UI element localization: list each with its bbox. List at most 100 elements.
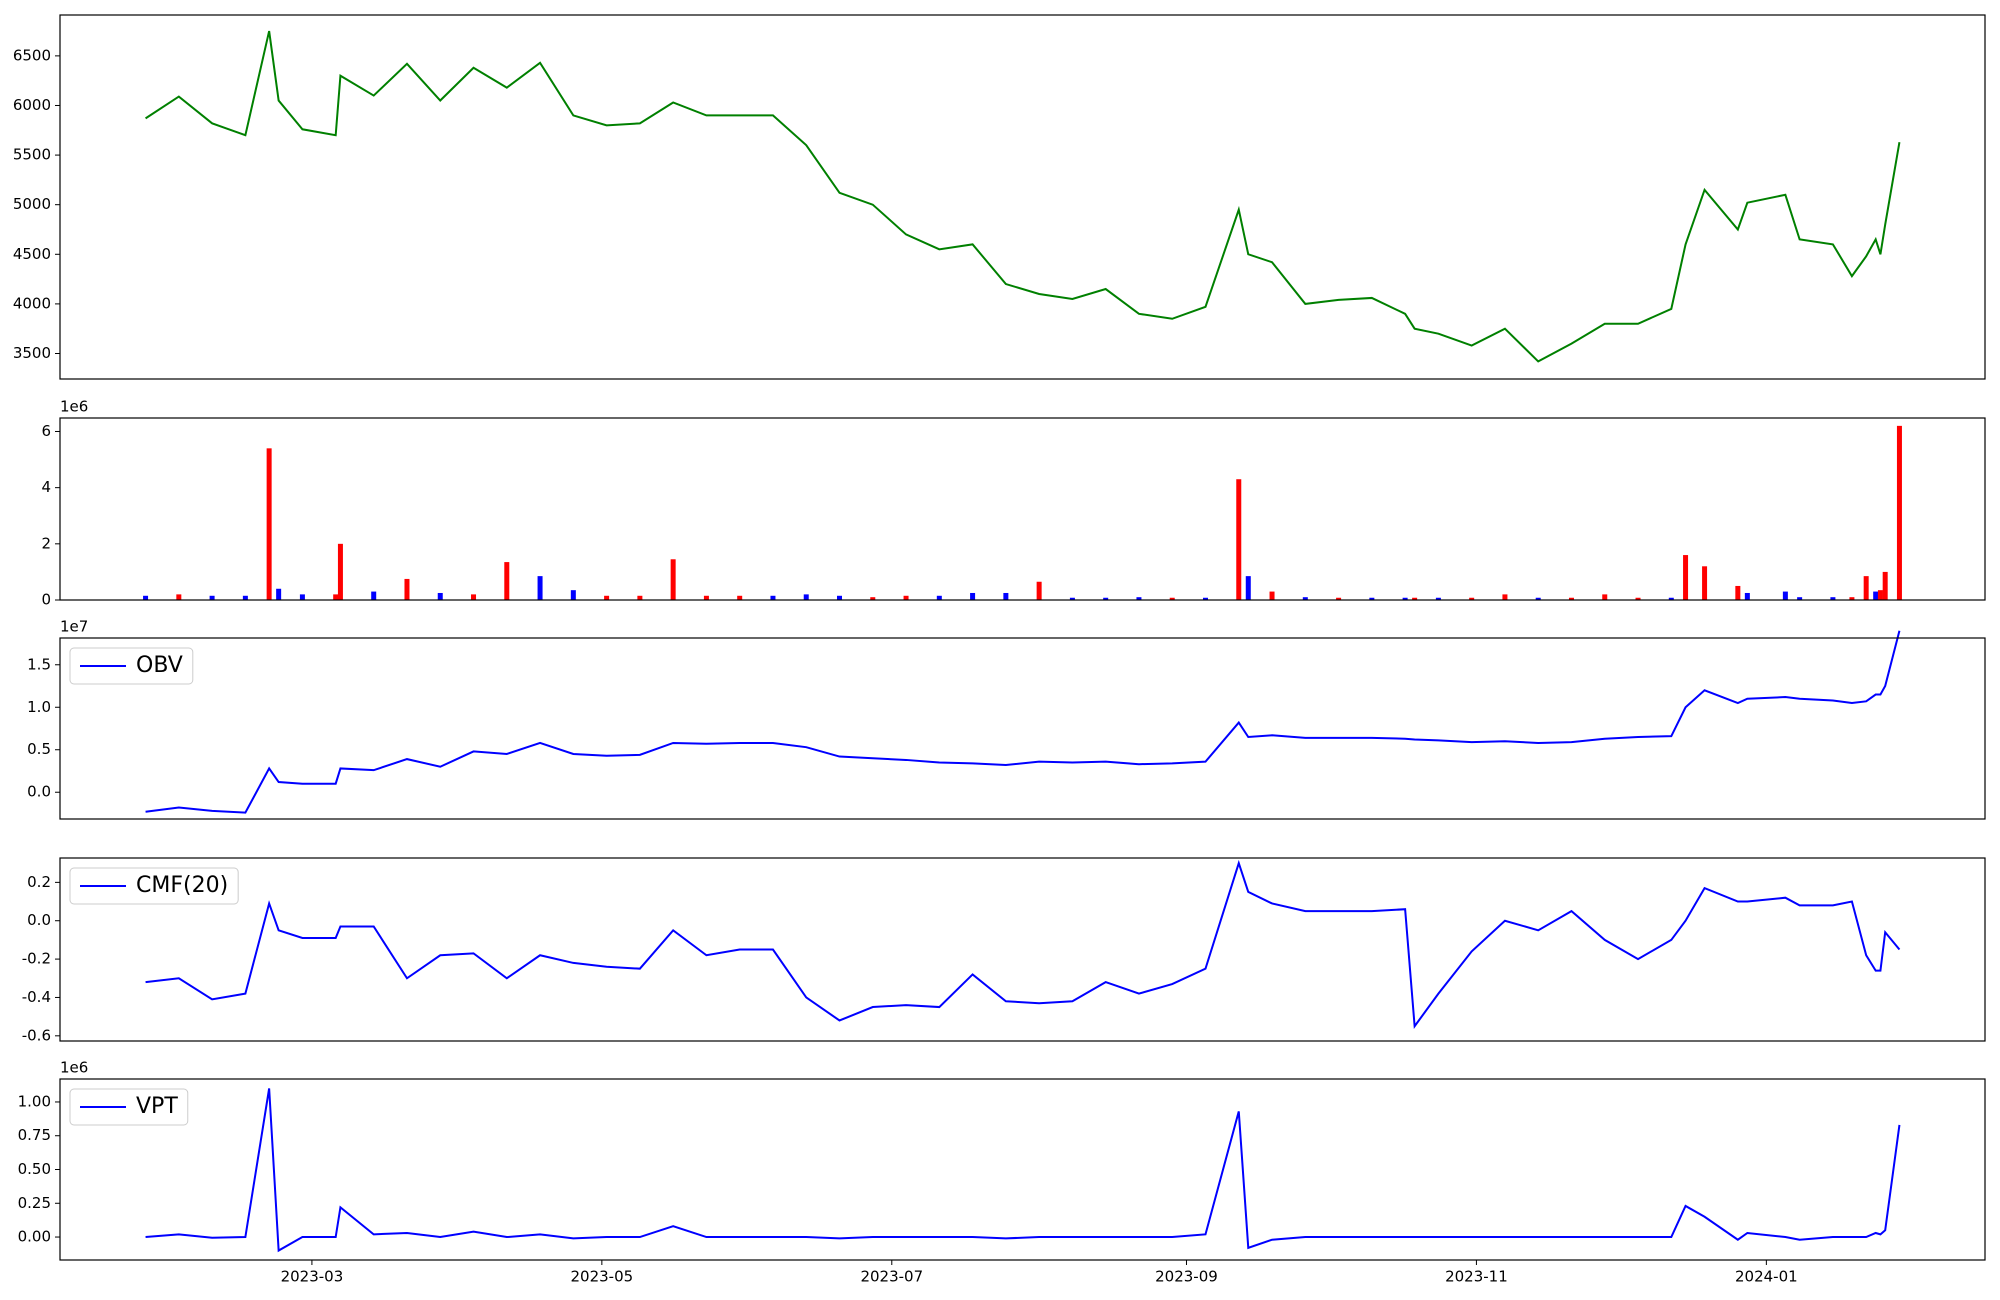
y-tick-label: 4 <box>41 478 51 496</box>
y-tick-label: 1.00 <box>18 1092 51 1110</box>
volume-bar <box>1782 591 1788 600</box>
y-tick-label: 6500 <box>13 46 51 64</box>
volume-bar <box>1882 571 1888 600</box>
axes-frame <box>59 417 1986 601</box>
axes-frame <box>59 637 1986 820</box>
volume-bar <box>1069 597 1075 600</box>
legend-box <box>69 647 194 685</box>
legend-label: VPT <box>136 1094 178 1119</box>
volume-bar <box>1336 597 1342 600</box>
y-tick-label: -0.6 <box>22 1026 51 1044</box>
volume-bar <box>870 597 876 600</box>
volume-bar <box>1402 597 1408 600</box>
y-tick-label: 0.5 <box>27 740 51 758</box>
volume-bar <box>703 595 709 600</box>
y-tick-label: 0.0 <box>27 783 51 801</box>
offset-label: 1e7 <box>60 618 88 636</box>
panel: -0.6 -0.4 -0.2 0.0 0.2 CMF(20) <box>22 857 1986 1044</box>
panel: 0.0 0.5 1.0 1.5 1e7 OBV <box>27 618 1986 820</box>
volume-bar <box>242 595 248 600</box>
y-tick-label: 1.0 <box>27 698 51 716</box>
volume-bar <box>670 559 676 600</box>
volume-bar <box>266 448 272 600</box>
offset-label: 1e6 <box>60 1059 88 1077</box>
volume-bar <box>1535 597 1541 600</box>
volume-bar <box>1797 597 1803 600</box>
y-tick-label: 3500 <box>13 344 51 362</box>
y-tick-label: 2 <box>41 534 51 552</box>
y-tick-label: 4000 <box>13 294 51 312</box>
volume-bar <box>504 562 510 600</box>
legend: OBV <box>69 647 194 685</box>
volume-bar <box>1302 597 1308 600</box>
volume-bar <box>1877 590 1883 600</box>
axes-frame <box>59 14 1986 380</box>
volume-bar <box>570 590 576 600</box>
series-line <box>145 1088 1901 1253</box>
panel: 3500 4000 4500 5000 5500 6000 6500 <box>13 14 1986 380</box>
volume-bar <box>1896 425 1902 600</box>
series-line <box>145 859 1901 1029</box>
volume-bar <box>1169 597 1175 600</box>
volume-bar <box>471 594 477 600</box>
x-tick-label: 2023-09 <box>1155 1268 1218 1286</box>
volume-bar <box>1635 597 1641 600</box>
volume-bar <box>803 594 809 600</box>
y-tick-label: 5500 <box>13 146 51 164</box>
offset-label: 1e6 <box>60 398 88 416</box>
x-tick-label: 2023-07 <box>860 1268 923 1286</box>
volume-bar <box>1003 592 1009 600</box>
volume-bar <box>1469 597 1475 600</box>
x-tick-label: 2023-03 <box>281 1268 344 1286</box>
y-tick-label: 0.2 <box>27 873 51 891</box>
legend-label: CMF(20) <box>136 873 228 898</box>
x-tick-label: 2023-05 <box>571 1268 634 1286</box>
legend-label: OBV <box>136 653 183 678</box>
volume-bar <box>299 594 305 600</box>
x-tick-label: 2024-01 <box>1735 1268 1798 1286</box>
volume-bar <box>1435 597 1441 600</box>
volume-bar <box>1849 597 1855 600</box>
volume-bar <box>143 595 149 600</box>
volume-bar <box>176 594 182 600</box>
panel: 0.00 0.25 0.50 0.75 1.00 2023-03 2023-05 2023-0… <box>18 1059 1986 1286</box>
volume-bar <box>970 592 976 600</box>
volume-bar <box>209 595 215 600</box>
legend-box <box>69 867 239 905</box>
y-tick-label: 0 <box>41 591 51 609</box>
volume-bar <box>1412 597 1418 600</box>
volume-bar <box>737 595 743 600</box>
volume-bar <box>1863 576 1869 600</box>
y-tick-label: 6 <box>41 422 51 440</box>
volume-bar <box>537 576 543 600</box>
volume-bar <box>1103 597 1109 600</box>
y-tick-label: 0.00 <box>18 1228 51 1246</box>
volume-bar <box>1136 597 1142 600</box>
y-tick-label: 5000 <box>13 195 51 213</box>
legend: CMF(20) <box>69 867 239 905</box>
volume-bar <box>1236 479 1242 600</box>
volume-bar <box>1668 597 1674 600</box>
volume-bar <box>404 578 410 600</box>
y-tick-label: -0.4 <box>22 988 51 1006</box>
y-tick-label: 0.25 <box>18 1194 51 1212</box>
volume-bar <box>1568 597 1574 600</box>
x-tick-label: 2023-11 <box>1445 1268 1508 1286</box>
series-line <box>145 30 1901 363</box>
volume-bar <box>1735 585 1741 600</box>
legend: VPT <box>69 1088 189 1126</box>
volume-bar <box>604 595 610 600</box>
volume-bar <box>1369 597 1375 600</box>
volume-bar <box>1702 566 1708 600</box>
volume-bar <box>770 595 776 600</box>
volume-bar <box>637 595 643 600</box>
y-tick-label: 0.50 <box>18 1160 51 1178</box>
volume-bar <box>1269 591 1275 600</box>
y-tick-label: 6000 <box>13 96 51 114</box>
volume-bar <box>1683 555 1689 600</box>
legend-box <box>69 1088 189 1126</box>
volume-bar <box>936 595 942 600</box>
y-tick-label: 4500 <box>13 245 51 263</box>
panel: 0 2 4 6 1e6 <box>41 398 1986 609</box>
